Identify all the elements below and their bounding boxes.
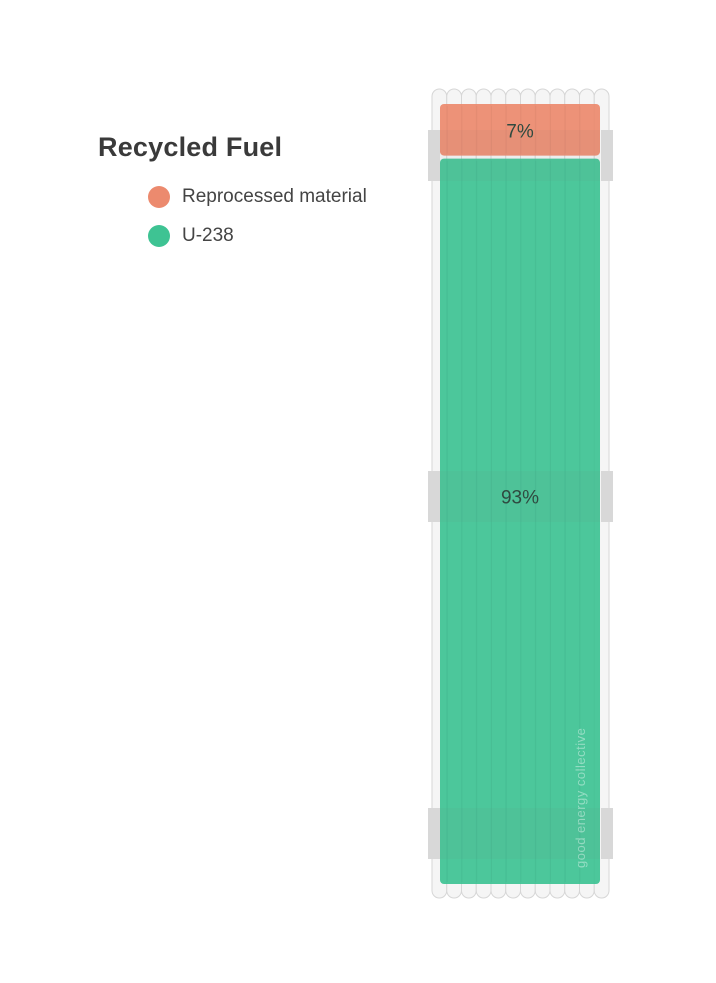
spacer-band [440, 471, 600, 522]
legend-item-u238: U-238 [148, 216, 367, 255]
bar-segment-u-238 [440, 158, 600, 885]
legend-swatch-reprocessed-material [148, 185, 170, 208]
bar-stack [440, 104, 600, 885]
legend-swatch-u238 [148, 224, 170, 247]
spacer-band [440, 130, 600, 181]
spacer-tab-right [601, 130, 613, 181]
legend-label-u238: U-238 [182, 224, 234, 246]
bar-label-u-238: 93% [501, 488, 539, 509]
bar-segment-reprocessed-material [440, 104, 600, 156]
spacer-tab-left [428, 130, 440, 181]
legend-item-reprocessed-material: Reprocessed material [148, 177, 367, 216]
spacer-tab-left [428, 808, 440, 859]
rod-spacers [428, 130, 613, 859]
bar-labels: 7% 93% [501, 122, 539, 509]
legend: Recycled Fuel Reprocessed material U-238 [98, 132, 367, 255]
spacer-tab-right [601, 471, 613, 522]
spacer-tab-left [428, 471, 440, 522]
chart-title: Recycled Fuel [98, 132, 283, 162]
spacer-tab-right [601, 808, 613, 859]
bar-label-reprocessed-material: 7% [506, 122, 534, 143]
watermark-text: good energy collective [573, 728, 588, 868]
spacer-band [440, 808, 600, 859]
legend-items: Reprocessed material U-238 [148, 177, 367, 255]
legend-label-reprocessed-material: Reprocessed material [182, 185, 367, 207]
